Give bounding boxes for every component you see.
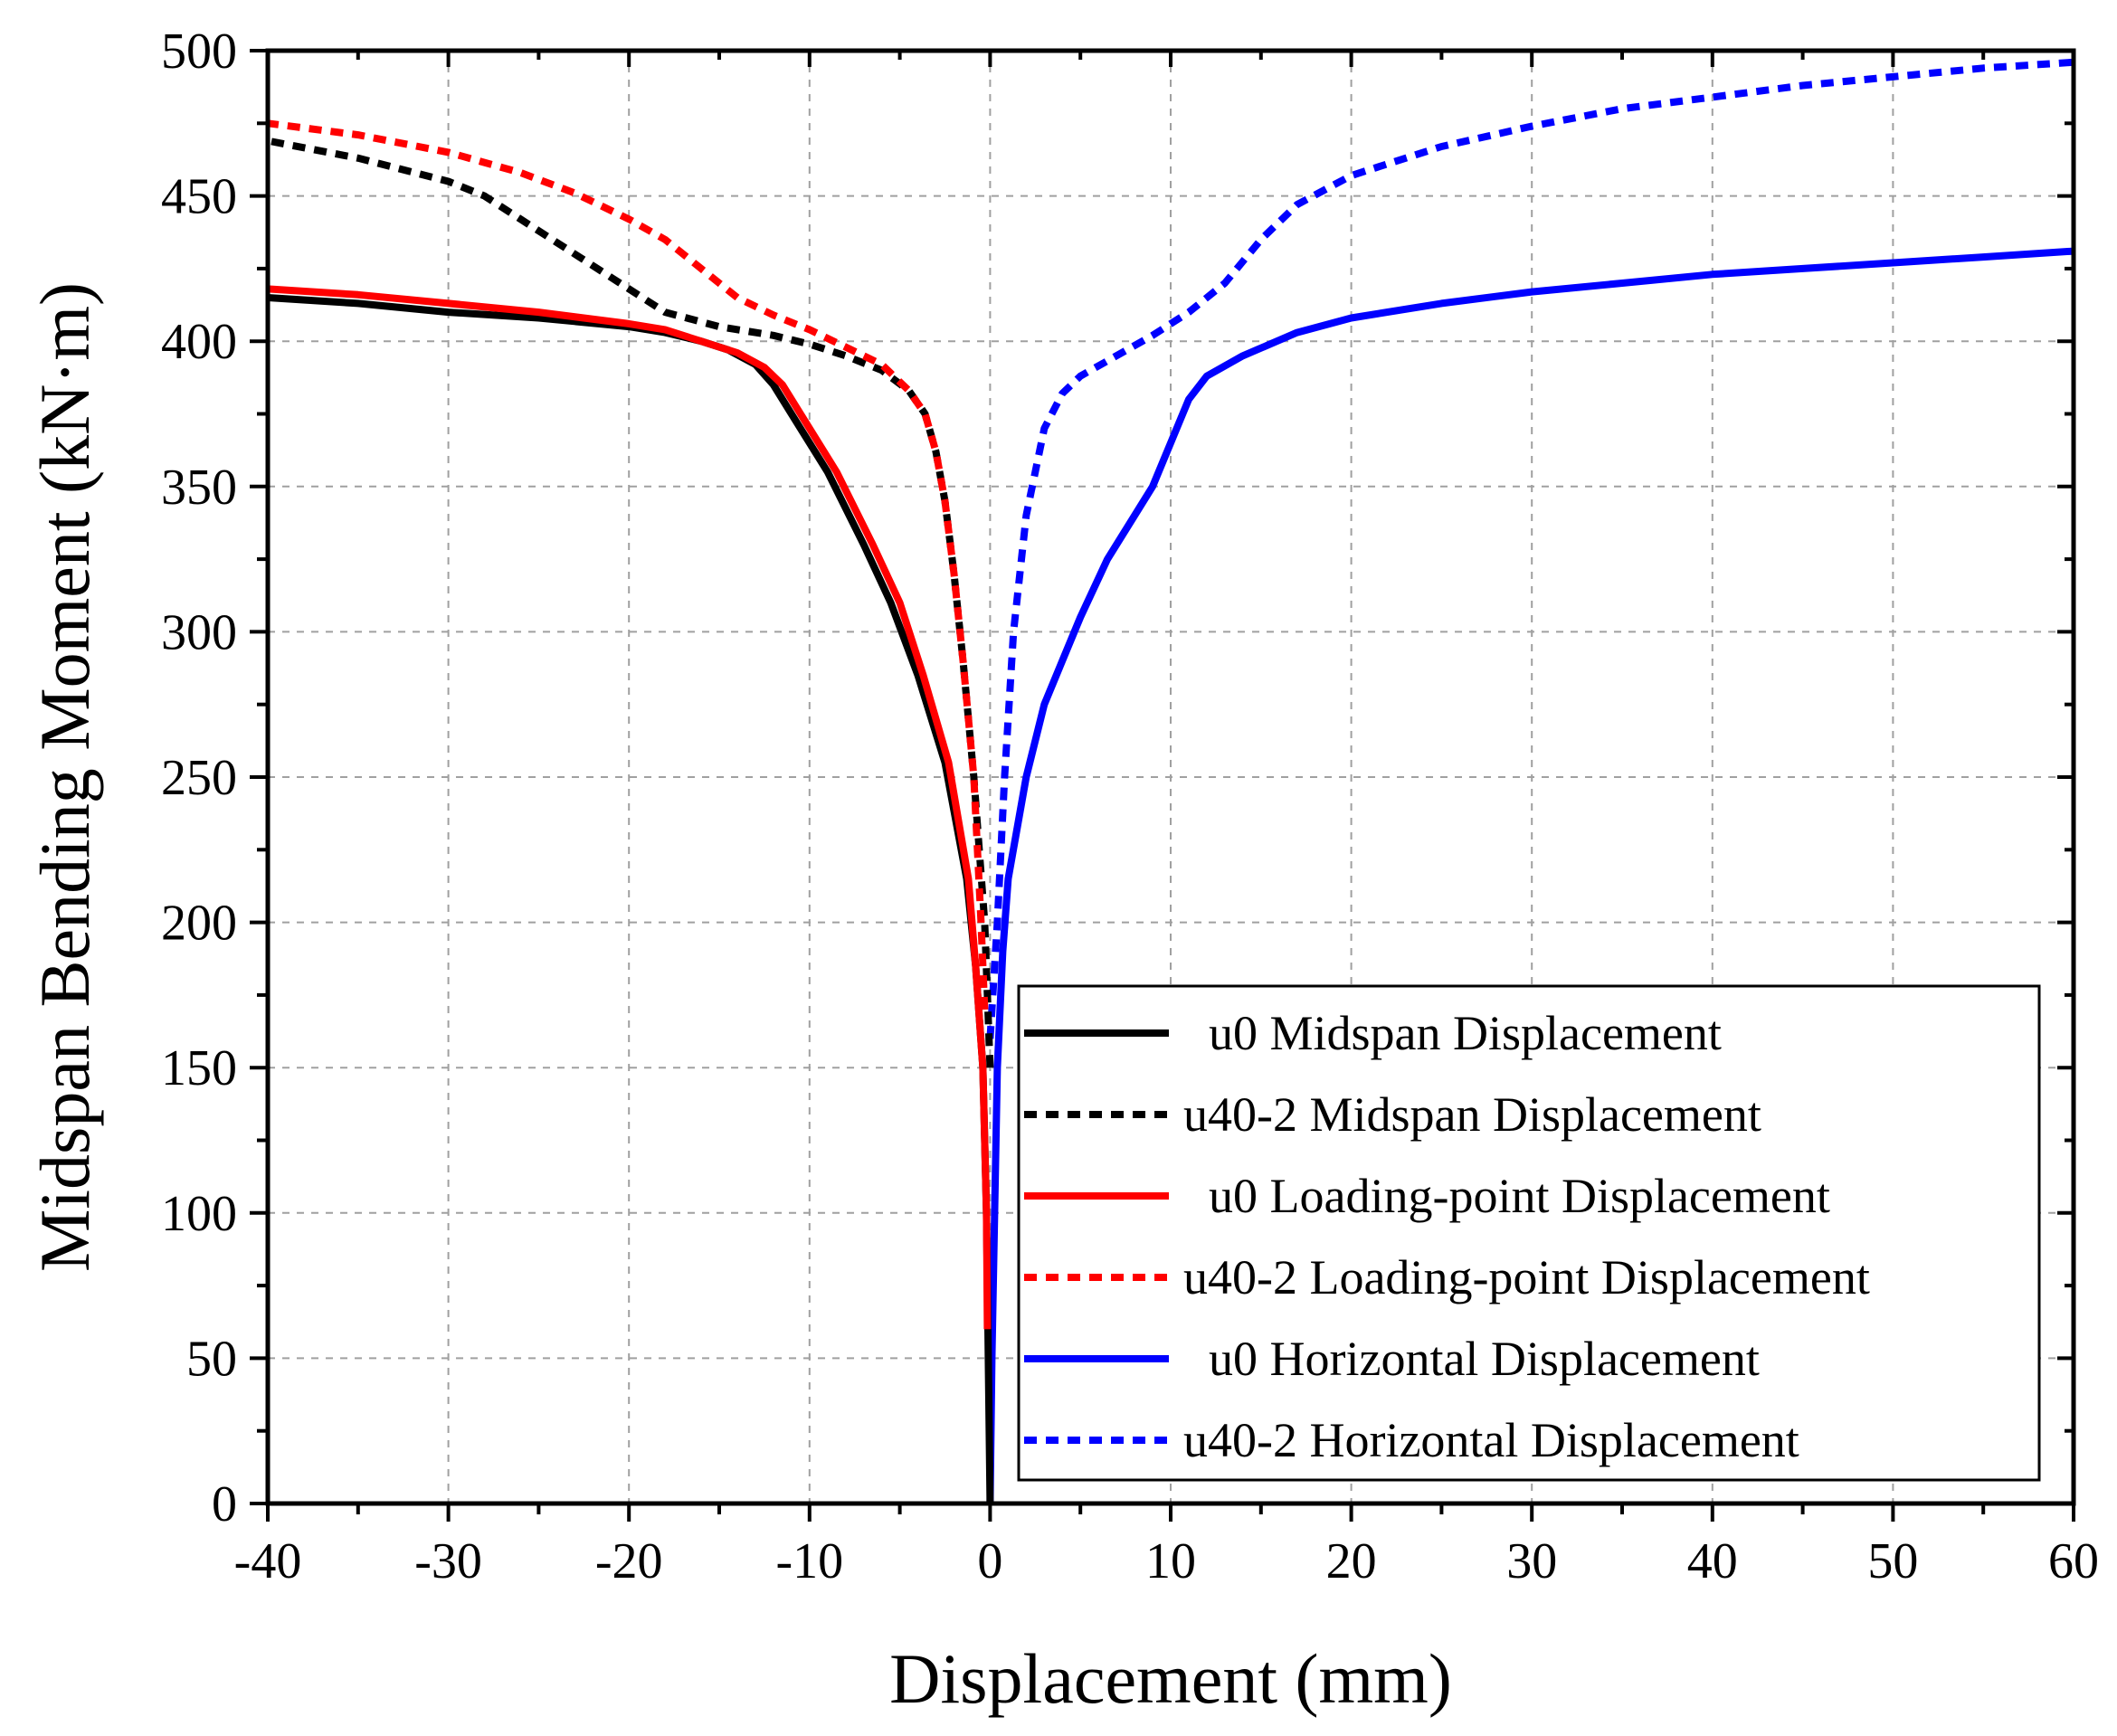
series-line-5 [986,58,2074,1039]
y-tick-label: 300 [161,604,237,660]
y-tick-label: 250 [161,750,237,806]
y-tick-label: 150 [161,1040,237,1096]
series-line-2 [267,285,992,1330]
y-axis-title: Midspan Bending Moment (kN·m) [25,282,104,1272]
x-tick-label: -40 [234,1533,302,1589]
ticks [250,49,2075,1522]
y-tick-label: 100 [161,1186,237,1242]
x-tick-label: 20 [1326,1533,1377,1589]
y-tick-label: 350 [161,460,237,516]
x-tick-label: 30 [1506,1533,1557,1589]
x-axis-title: Displacement (mm) [889,1639,1452,1718]
legend: u0 Midspan Displacement u40-2 Midspan Dis… [1017,984,2041,1482]
y-tick-label: 50 [186,1331,237,1387]
x-tick-label: 50 [1867,1533,1918,1589]
series-layer [267,58,2074,1504]
legend-label: u0 Midspan Displacement [1209,1006,1722,1060]
series-line-3 [267,119,989,1010]
legend-label: u0 Horizontal Displacement [1209,1332,1760,1386]
y-tick-label: 400 [161,314,237,370]
legend-label: u40-2 Horizontal Displacement [1183,1413,1799,1467]
series-line-4 [986,247,2074,1504]
series-line-1 [267,137,994,1068]
legend-label: u40-2 Loading-point Displacement [1183,1250,1870,1304]
legend-label: u40-2 Midspan Displacement [1183,1087,1761,1142]
x-tick-label: 40 [1687,1533,1738,1589]
x-tick-label: 10 [1145,1533,1196,1589]
x-tick-label: 60 [2048,1533,2099,1589]
x-tick-label: 0 [977,1533,1002,1589]
legend-box [1017,984,2041,1482]
legend-label: u0 Loading-point Displacement [1209,1169,1830,1223]
y-tick-label: 450 [161,169,237,225]
series-line-0 [267,294,994,1504]
x-tick-label: -30 [414,1533,482,1589]
x-tick-label: -10 [775,1533,843,1589]
y-tick-label: 200 [161,896,237,952]
y-tick-label: 0 [212,1476,237,1532]
tick-labels: -40 -30 -20 -10 0 10 20 30 40 50 60 0 50 100 150 200 250… [161,24,2099,1589]
x-tick-label: -20 [595,1533,663,1589]
y-tick-label: 500 [161,24,237,80]
